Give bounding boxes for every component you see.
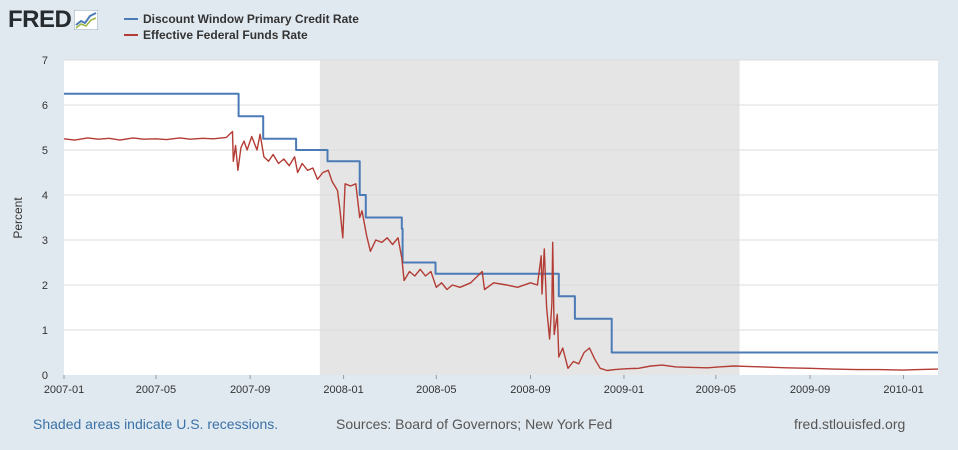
line-chart[interactable]: 0 1 2 3 4 5 6 7 2007-01 2007-05 2007-09 2008-01 200… — [0, 0, 958, 410]
legend-item[interactable]: Effective Federal Funds Rate — [124, 27, 359, 43]
x-tick-label: 2009-05 — [696, 384, 736, 396]
legend-swatch-fed-funds — [124, 34, 138, 36]
y-tick-label: 5 — [42, 145, 48, 157]
recession-note-link[interactable]: Shaded areas indicate U.S. recessions. — [33, 416, 279, 432]
y-tick-label: 0 — [42, 370, 48, 382]
series-line-fed-funds[interactable] — [63, 130, 939, 372]
x-tick-label: 2009-01 — [604, 384, 644, 396]
legend-item[interactable]: Discount Window Primary Credit Rate — [124, 11, 359, 27]
y-tick-label: 3 — [42, 235, 48, 247]
series-line-discount-rate[interactable] — [64, 92, 938, 354]
x-tick-label: 2008-05 — [416, 384, 456, 396]
y-tick-label: 2 — [42, 280, 48, 292]
legend-label-fed-funds: Effective Federal Funds Rate — [143, 28, 308, 42]
legend-swatch-discount-rate — [124, 18, 138, 20]
chart-legend: Discount Window Primary Credit Rate Effe… — [124, 11, 359, 43]
chart-footer: Shaded areas indicate U.S. recessions. S… — [0, 416, 958, 436]
fred-logo-text: FRED — [8, 6, 72, 33]
x-tick-label: 2009-09 — [790, 384, 830, 396]
fred-logo[interactable]: FRED — [8, 6, 99, 34]
y-tick-label: 1 — [42, 325, 48, 337]
fred-url[interactable]: fred.stlouisfed.org — [794, 416, 906, 432]
y-tick-label: 6 — [42, 100, 48, 112]
y-tick-label: 7 — [42, 55, 48, 67]
x-tick-label: 2007-09 — [230, 384, 270, 396]
x-tick-label: 2007-01 — [44, 384, 84, 396]
y-axis-title: Percent — [11, 197, 25, 239]
x-tick-label: 2007-05 — [136, 384, 176, 396]
line-graph-icon — [74, 10, 99, 30]
y-tick-label: 4 — [42, 190, 48, 202]
sources-text: Sources: Board of Governors; New York Fe… — [336, 416, 613, 432]
legend-label-discount-rate: Discount Window Primary Credit Rate — [143, 12, 359, 26]
x-tick-label: 2010-01 — [883, 384, 923, 396]
x-tick-label: 2008-01 — [323, 384, 363, 396]
x-tick-label: 2008-09 — [510, 384, 550, 396]
